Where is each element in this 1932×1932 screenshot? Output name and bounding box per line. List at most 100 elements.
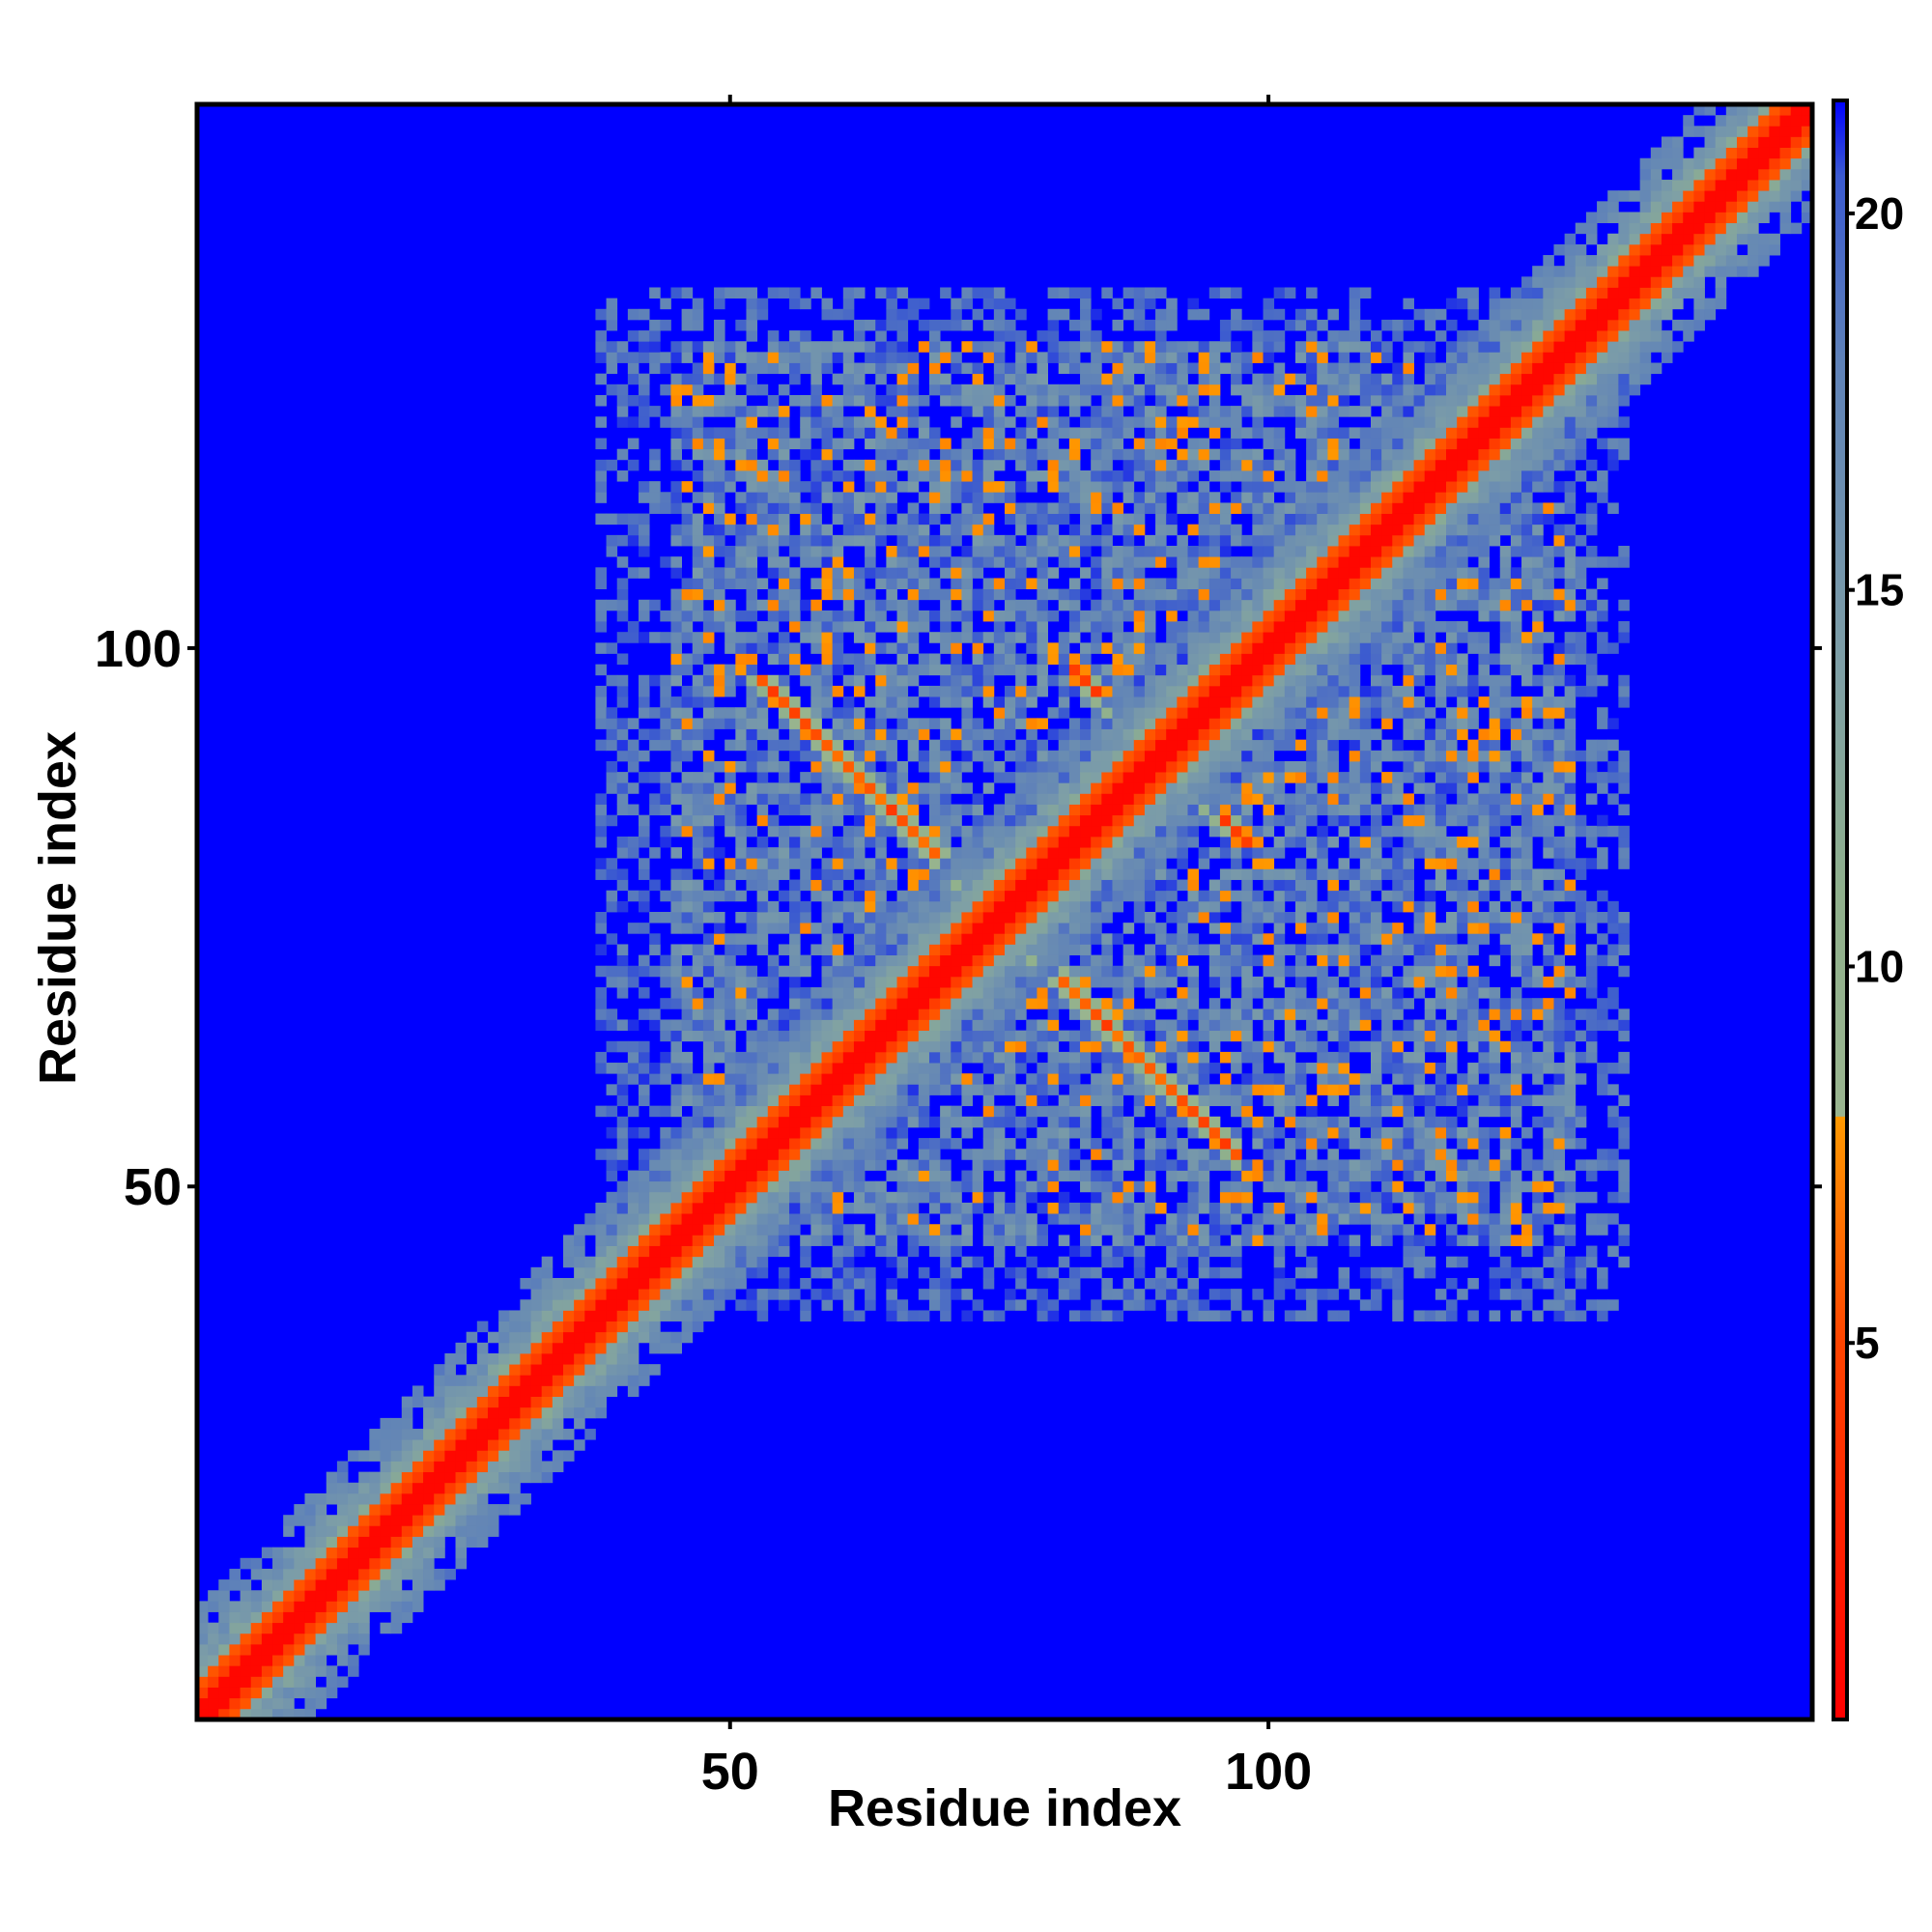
heatmap-cell: [972, 1009, 984, 1020]
heatmap-cell: [1133, 965, 1146, 978]
heatmap-cell: [1177, 674, 1188, 687]
heatmap-cell: [810, 739, 822, 752]
heatmap-cell: [724, 1224, 736, 1236]
heatmap-cell: [283, 1557, 295, 1570]
heatmap-cell: [800, 954, 811, 967]
heatmap-cell: [434, 1525, 445, 1537]
heatmap-cell: [1068, 588, 1081, 601]
heatmap-cell: [692, 1159, 704, 1171]
heatmap-cell: [1058, 696, 1070, 708]
heatmap-cell: [1005, 912, 1016, 923]
heatmap-cell: [1155, 1202, 1167, 1214]
heatmap-cell: [639, 513, 650, 526]
heatmap-cell: [842, 954, 855, 967]
heatmap-cell: [886, 954, 897, 967]
heatmap-cell: [670, 1019, 682, 1032]
heatmap-cell: [1015, 1170, 1027, 1182]
heatmap-cell: [918, 1191, 930, 1204]
heatmap-cell: [1101, 944, 1113, 955]
heatmap-cell: [1166, 998, 1178, 1009]
heatmap-cell: [692, 1084, 704, 1095]
heatmap-cell: [1026, 481, 1037, 493]
heatmap-cell: [1187, 987, 1200, 999]
heatmap-cell: [735, 718, 747, 729]
heatmap-cell: [767, 1040, 780, 1053]
heatmap-cell: [670, 944, 682, 955]
heatmap-cell: [821, 1180, 834, 1193]
heatmap-cell: [1047, 534, 1060, 547]
heatmap-cell: [1198, 1009, 1210, 1020]
heatmap-cell: [1187, 469, 1200, 482]
heatmap-cell: [616, 772, 629, 783]
heatmap-cell: [616, 685, 629, 697]
heatmap-cell: [821, 696, 834, 708]
heatmap-cell: [1080, 373, 1092, 385]
heatmap-cell: [1187, 707, 1200, 719]
heatmap-cell: [810, 825, 822, 838]
heatmap-cell: [1208, 814, 1221, 827]
heatmap-cell: [724, 1030, 736, 1042]
heatmap-cell: [714, 1256, 725, 1268]
heatmap-cell: [1155, 502, 1167, 514]
heatmap-cell: [1101, 1040, 1113, 1053]
heatmap-cell: [1091, 858, 1102, 869]
heatmap-cell: [940, 1299, 952, 1311]
heatmap-cell: [1101, 438, 1113, 450]
heatmap-cell: [1122, 1277, 1135, 1290]
heatmap-cell: [1037, 900, 1048, 913]
heatmap-cell: [1026, 534, 1037, 547]
heatmap-cell: [1122, 750, 1135, 762]
heatmap-cell: [1091, 427, 1102, 439]
heatmap-cell: [681, 1245, 694, 1258]
heatmap-cell: [714, 1191, 725, 1204]
heatmap-cell: [670, 438, 682, 450]
heatmap-cell: [639, 772, 650, 783]
heatmap-cell: [681, 1063, 694, 1074]
heatmap-cell: [832, 879, 844, 892]
heatmap-cell: [1005, 492, 1016, 503]
heatmap-cell: [714, 588, 725, 601]
heatmap-cell: [412, 1515, 424, 1526]
heatmap-cell: [714, 1202, 725, 1214]
heatmap-cell: [842, 394, 855, 407]
heatmap-cell: [821, 546, 834, 557]
heatmap-cell: [670, 1331, 682, 1344]
heatmap-cell: [1133, 459, 1146, 471]
heatmap-cell: [875, 1105, 887, 1118]
heatmap-cell: [520, 1471, 531, 1484]
heatmap-cell: [1187, 718, 1200, 729]
heatmap-cell: [951, 492, 962, 503]
heatmap-cell: [1155, 1105, 1167, 1118]
heatmap-cell: [702, 674, 715, 687]
heatmap-cell: [842, 1105, 855, 1118]
heatmap-cell: [972, 1019, 984, 1032]
heatmap-cell: [1122, 1030, 1135, 1042]
heatmap-cell: [660, 1030, 671, 1042]
heatmap-cell: [1080, 588, 1092, 601]
heatmap-cell: [1122, 954, 1135, 967]
heatmap-cell: [961, 998, 973, 1009]
heatmap-cell: [1080, 1138, 1092, 1150]
heatmap-cell: [197, 1665, 209, 1677]
heatmap-cell: [735, 567, 747, 579]
heatmap-cell: [918, 1224, 930, 1236]
heatmap-cell: [1080, 513, 1092, 526]
heatmap-cell: [326, 1557, 338, 1570]
heatmap-cell: [1187, 642, 1200, 654]
heatmap-cell: [1187, 760, 1200, 773]
heatmap-cell: [767, 330, 780, 342]
heatmap-cell: [616, 1375, 629, 1386]
heatmap-cell: [681, 879, 694, 892]
heatmap-cell: [1037, 1310, 1048, 1321]
heatmap-cell: [1080, 1063, 1092, 1074]
heatmap-cell: [1208, 1245, 1221, 1258]
heatmap-cell: [993, 1084, 1006, 1095]
heatmap-cell: [616, 1245, 629, 1258]
heatmap-cell: [530, 1429, 543, 1440]
heatmap-cell: [832, 1126, 844, 1139]
heatmap-cell: [940, 524, 952, 536]
heatmap-cell: [1101, 900, 1113, 913]
heatmap-cell: [1155, 1063, 1167, 1074]
heatmap-cell: [1101, 1256, 1113, 1268]
heatmap-cell: [552, 1310, 564, 1321]
